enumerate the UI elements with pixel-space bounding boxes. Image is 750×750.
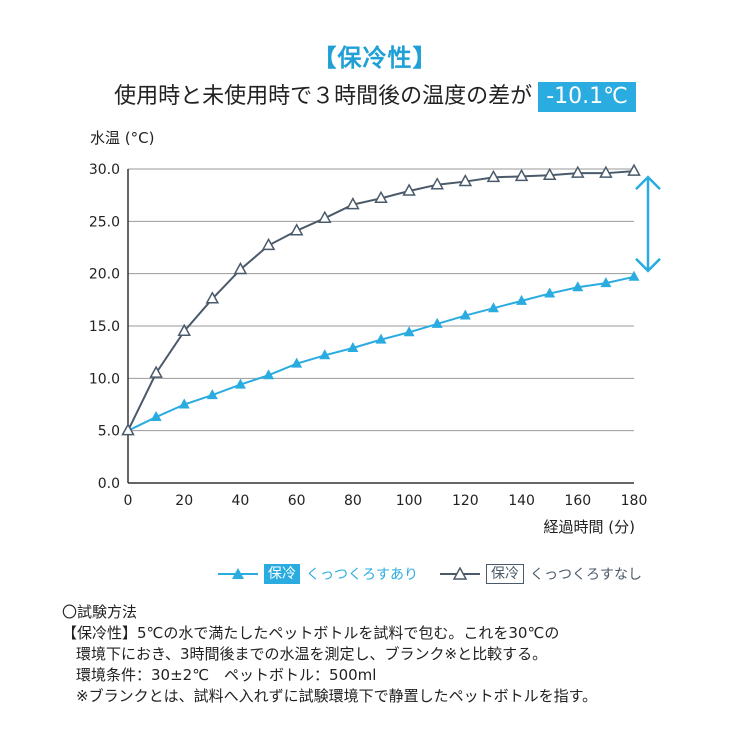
legend-marker-open-triangle-icon xyxy=(440,567,480,580)
data-point xyxy=(318,210,332,223)
data-point xyxy=(544,287,556,298)
y-axis-label: 水温 (°C) xyxy=(90,129,154,147)
x-tick-label: 80 xyxy=(344,493,362,509)
legend-label: くっつくろすなし xyxy=(530,567,642,583)
x-tick-label: 160 xyxy=(564,493,591,509)
data-point xyxy=(374,190,388,204)
x-tick-label: 60 xyxy=(288,493,306,509)
y-tick-label: 0.0 xyxy=(98,476,120,492)
data-point xyxy=(514,168,529,182)
data-point xyxy=(571,165,585,178)
data-point xyxy=(263,369,275,380)
x-tick-label: 140 xyxy=(508,493,535,509)
data-point xyxy=(150,411,162,422)
x-tick-label: 120 xyxy=(452,493,479,509)
notes-heading: 〇試験方法 xyxy=(62,603,138,621)
y-tick-label: 25.0 xyxy=(89,214,120,230)
legend: 保冷 くっつくろすあり 保冷 くっつくろすなし xyxy=(0,560,750,588)
x-axis-label: 経過時間 (分) xyxy=(544,518,635,536)
subtitle: 使用時と未使用時で３時間後の温度の差が -10.1℃ xyxy=(0,78,750,112)
data-point xyxy=(516,294,528,305)
series-group xyxy=(121,163,641,436)
data-point xyxy=(430,177,444,190)
y-tick-label: 15.0 xyxy=(89,319,120,335)
y-tick-labels: 0.0 5.0 10.0 15.0 20.0 25.0 30.0 xyxy=(89,162,120,492)
legend-item-without: 保冷 くっつくろすなし xyxy=(440,560,642,588)
notes-line: 環境条件：30±2℃ ペットボトル：500ml xyxy=(76,666,377,684)
data-point xyxy=(599,165,613,178)
y-tick-label: 30.0 xyxy=(89,162,120,178)
data-point xyxy=(403,326,415,337)
series-line-0 xyxy=(127,275,635,432)
data-point xyxy=(319,349,331,360)
arrow-head-bottom xyxy=(635,257,661,273)
data-point xyxy=(233,261,248,275)
data-point xyxy=(458,174,473,187)
data-point xyxy=(375,333,387,344)
data-point xyxy=(486,169,501,183)
data-point xyxy=(261,237,276,251)
difference-badge: -10.1℃ xyxy=(538,82,636,112)
x-tick-label: 100 xyxy=(396,493,423,509)
arrow-head-top xyxy=(635,175,661,190)
data-point xyxy=(346,197,360,210)
data-point xyxy=(627,163,641,176)
data-point xyxy=(572,281,584,292)
data-point xyxy=(177,323,191,336)
grid-lines xyxy=(127,168,634,484)
x-tick-label: 40 xyxy=(232,493,250,509)
x-tick-label: 20 xyxy=(175,493,193,509)
notes-line: 【保冷性】5℃の水で満たしたペットボトルを試料で包む。これを30℃の xyxy=(62,624,560,642)
legend-label: くっつくろすあり xyxy=(306,567,418,583)
legend-item-with: 保冷 くっつくろすあり xyxy=(218,560,418,588)
y-tick-label: 10.0 xyxy=(89,371,120,387)
x-tick-label: 180 xyxy=(621,493,648,509)
data-point xyxy=(205,291,220,304)
subtitle-text: 使用時と未使用時で３時間後の温度の差が xyxy=(114,84,533,109)
notes-line: 環境下におき、3時間後までの水温を測定し、ブランク※と比較する。 xyxy=(76,645,548,663)
data-point xyxy=(402,183,416,196)
data-point xyxy=(600,277,612,288)
data-point xyxy=(431,317,443,328)
series-line-1 xyxy=(127,170,635,432)
test-method-notes: 〇試験方法 【保冷性】5℃の水で満たしたペットボトルを試料で包む。これを30℃の… xyxy=(62,602,742,707)
legend-tag: 保冷 xyxy=(486,564,524,584)
difference-arrow-icon xyxy=(635,175,661,273)
notes-line: ※ブランクとは、試料へ入れずに試験環境下で静置したペットボトルを指す。 xyxy=(76,687,598,705)
data-point xyxy=(628,270,640,281)
x-tick-labels: 0 20 40 60 80 100 120 140 160 180 xyxy=(124,493,648,509)
data-point xyxy=(347,341,359,352)
data-point xyxy=(487,302,499,313)
y-tick-label: 5.0 xyxy=(98,424,120,440)
data-point xyxy=(291,357,303,368)
x-tick-label: 0 xyxy=(124,493,133,509)
data-point xyxy=(459,309,471,320)
legend-marker-filled-triangle-icon xyxy=(218,568,258,579)
data-point xyxy=(149,365,163,378)
data-point xyxy=(206,389,218,400)
data-point xyxy=(234,378,246,389)
data-point xyxy=(289,223,304,236)
data-point xyxy=(121,423,135,436)
page-title: 【保冷性】 xyxy=(312,44,438,72)
legend-tag: 保冷 xyxy=(264,564,300,584)
y-tick-label: 20.0 xyxy=(89,267,120,283)
data-point xyxy=(542,167,557,181)
data-point xyxy=(178,398,190,409)
